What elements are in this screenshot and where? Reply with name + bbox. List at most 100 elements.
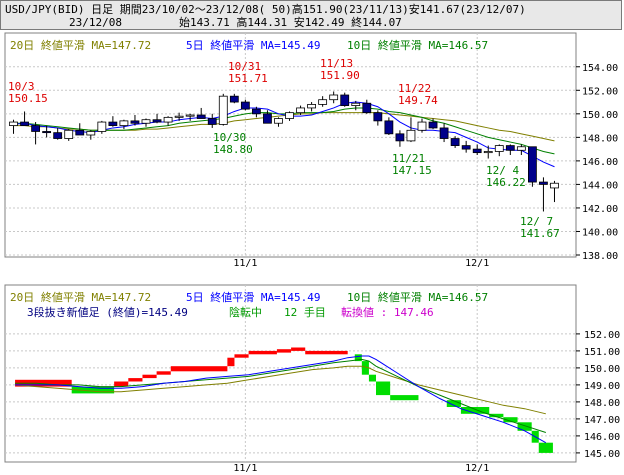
candle-body bbox=[86, 131, 96, 136]
candle-body bbox=[20, 121, 29, 126]
candle-body bbox=[75, 129, 85, 136]
y-tick-label: 140.00 bbox=[582, 227, 618, 238]
breaks-moving-averages bbox=[15, 355, 547, 444]
candle-body bbox=[395, 133, 405, 142]
break-brick bbox=[227, 357, 235, 367]
y-tick-label: 148.00 bbox=[584, 398, 620, 409]
legend-ma20-lower: 20日 終値平滑 MA=147.72 bbox=[10, 290, 151, 304]
annotation-date: 10/30 bbox=[213, 131, 246, 144]
candle-body bbox=[516, 146, 526, 151]
y-tick-label: 146.00 bbox=[582, 157, 618, 168]
candle-body bbox=[528, 146, 537, 183]
candle-body bbox=[119, 120, 129, 126]
y-tick-label: 147.00 bbox=[584, 415, 620, 426]
break-brick bbox=[489, 413, 504, 418]
candle-body bbox=[9, 121, 18, 126]
breaks-bricks bbox=[15, 347, 553, 453]
candle-body bbox=[130, 120, 140, 124]
candle-body bbox=[550, 182, 559, 189]
break-brick bbox=[156, 371, 171, 375]
candle-body bbox=[141, 119, 151, 124]
y-tick-label: 154.00 bbox=[582, 63, 618, 74]
annotation-value: 148.80 bbox=[213, 143, 253, 156]
break-brick bbox=[114, 381, 129, 387]
candle-body bbox=[406, 129, 416, 142]
break-brick bbox=[538, 442, 553, 453]
x-tick-label: 11/1 bbox=[233, 258, 257, 269]
y-tick-label: 150.00 bbox=[584, 364, 620, 375]
y-tick-label: 152.00 bbox=[582, 86, 618, 97]
candle-body bbox=[64, 129, 74, 139]
candle-body bbox=[505, 145, 515, 151]
break-brick bbox=[390, 395, 419, 401]
annotation-date: 11/13 bbox=[320, 57, 353, 70]
y-tick-label: 149.00 bbox=[584, 381, 620, 392]
break-brick bbox=[142, 374, 157, 379]
break-brick bbox=[460, 407, 490, 414]
candle-body bbox=[185, 114, 195, 117]
candle-body bbox=[240, 101, 250, 110]
candle-body bbox=[472, 148, 482, 154]
x-tick-label-lower: 11/1 bbox=[233, 463, 257, 474]
y-tick-label: 145.00 bbox=[584, 449, 620, 460]
annotation-value: 151.90 bbox=[320, 69, 360, 82]
y-tick-label: 144.00 bbox=[582, 180, 618, 191]
candle-body bbox=[428, 121, 438, 129]
x-ticks: 11/1 12/1 11/1 12/1 bbox=[233, 258, 489, 474]
candle-body bbox=[483, 151, 493, 154]
candle-body bbox=[340, 94, 350, 106]
candle-body bbox=[53, 132, 63, 139]
break-brick bbox=[305, 350, 348, 355]
header-title: USD/JPY(BID) 日足 期間23/10/02～23/12/08( 50)… bbox=[5, 3, 526, 16]
candle-body bbox=[539, 181, 548, 185]
annotation-date: 10/3 bbox=[8, 80, 35, 93]
break-brick bbox=[128, 378, 143, 382]
candle-body bbox=[296, 107, 305, 114]
annotation-value: 150.15 bbox=[8, 92, 48, 105]
break-brick bbox=[291, 347, 306, 351]
break-brick bbox=[276, 349, 292, 353]
candle-body bbox=[263, 113, 272, 124]
legend-three-line-break: 3段抜き新値足 (終値)=145.49 bbox=[27, 305, 188, 319]
candle-body bbox=[108, 121, 118, 126]
legend-ma5: 5日 終値平滑 MA=145.49 bbox=[186, 38, 320, 52]
candle-body bbox=[152, 119, 162, 123]
break-brick bbox=[234, 354, 249, 358]
y-tick-label: 138.00 bbox=[582, 251, 618, 262]
y-tick-label: 150.00 bbox=[582, 110, 618, 121]
annotation-value: 141.67 bbox=[520, 227, 560, 240]
annotation-date: 11/22 bbox=[398, 82, 431, 95]
candle-body bbox=[42, 131, 52, 134]
break-brick bbox=[248, 350, 277, 355]
candle-body bbox=[31, 125, 41, 132]
annotation-value: 147.15 bbox=[392, 164, 432, 177]
x-tick-label-lower: 12/1 bbox=[465, 463, 489, 474]
ma-line-lower-ma10 bbox=[15, 358, 546, 433]
header-date: 23/12/08 bbox=[69, 16, 122, 29]
ma-line-lower-ma20 bbox=[15, 365, 546, 415]
break-brick bbox=[170, 366, 228, 372]
break-brick bbox=[15, 379, 72, 387]
candle-body bbox=[318, 99, 328, 105]
ma-line-lower-ma5 bbox=[15, 355, 547, 444]
y-tick-label: 151.00 bbox=[584, 347, 620, 358]
candle-body bbox=[362, 102, 372, 114]
candle-body bbox=[351, 102, 361, 106]
header-ohlc: 始143.71 高144.31 安142.49 終144.07 bbox=[179, 16, 402, 29]
candle-body bbox=[461, 145, 471, 150]
candle-body bbox=[207, 118, 217, 125]
annotation-date: 12/ 4 bbox=[486, 164, 519, 177]
candle-body bbox=[196, 114, 206, 119]
annotation-date: 12/ 7 bbox=[520, 215, 553, 228]
candle-body bbox=[218, 95, 228, 125]
candle-body bbox=[450, 138, 460, 146]
break-brick bbox=[361, 361, 369, 375]
y-tick-label: 146.00 bbox=[584, 432, 620, 443]
candle-body bbox=[251, 108, 261, 115]
legend-ma5-lower: 5日 終値平滑 MA=145.49 bbox=[186, 290, 320, 304]
price-panel-frame bbox=[4, 32, 577, 258]
status-trend: 陰転中 bbox=[229, 305, 262, 319]
status-reversal: 転換値 : 147.46 bbox=[341, 306, 434, 319]
candle-body bbox=[417, 121, 427, 131]
status-count: 12 手目 bbox=[284, 305, 326, 319]
